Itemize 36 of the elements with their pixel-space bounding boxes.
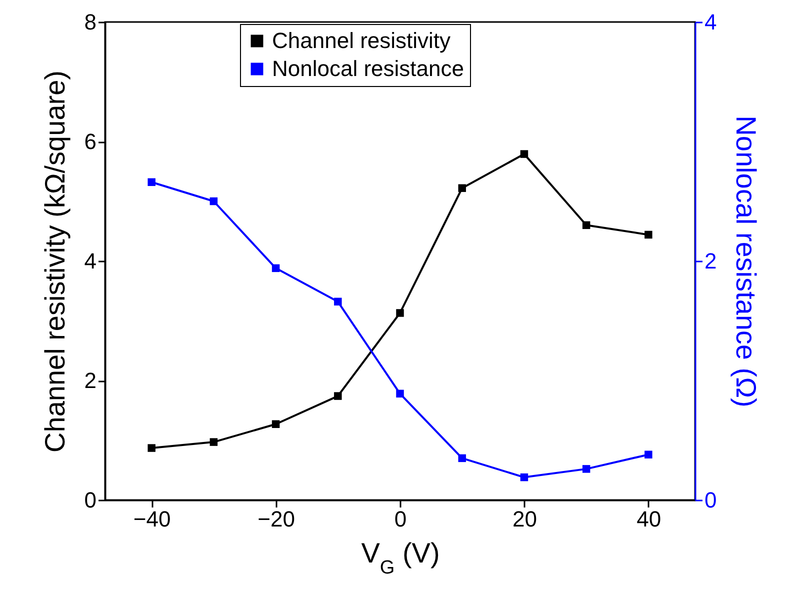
point <box>272 264 280 272</box>
y2-axis-title: Nonlocal resistance (Ω) <box>730 116 762 408</box>
x-tick-label: 40 <box>636 506 662 532</box>
x-tick-label: −20 <box>258 506 295 532</box>
point <box>582 221 590 230</box>
y-axis-title: Channel resistivity (kΩ/square) <box>39 70 70 452</box>
point <box>458 184 466 192</box>
point <box>644 450 652 458</box>
x-tick-label: 20 <box>512 506 537 532</box>
point <box>148 444 156 452</box>
point <box>210 197 218 206</box>
y2-tick-label: 4 <box>704 10 717 34</box>
legend-label: Nonlocal resistance <box>272 56 464 81</box>
y-tick-label: 4 <box>84 248 96 274</box>
y2-tick-label: 2 <box>704 248 717 274</box>
point <box>520 473 528 482</box>
point <box>272 420 280 428</box>
y-tick-label: 2 <box>84 368 96 393</box>
point <box>520 150 528 158</box>
point <box>148 178 156 186</box>
point <box>458 454 466 462</box>
point <box>644 230 652 239</box>
point <box>210 438 218 446</box>
point <box>582 465 590 473</box>
y2-tick-label: 0 <box>704 488 717 512</box>
point <box>334 298 342 306</box>
x-axis-title: V$_{G}$ (V) <box>361 538 440 578</box>
y-tick-label: 0 <box>84 488 96 512</box>
point <box>334 392 342 400</box>
y-tick-label: 6 <box>84 129 96 154</box>
y-tick-label: 8 <box>84 10 96 34</box>
x-tick-label: 0 <box>394 506 407 532</box>
point <box>396 309 404 317</box>
legend-label: Channel resistivity <box>272 28 451 53</box>
point <box>396 390 404 398</box>
x-tick-label: −40 <box>133 506 171 532</box>
